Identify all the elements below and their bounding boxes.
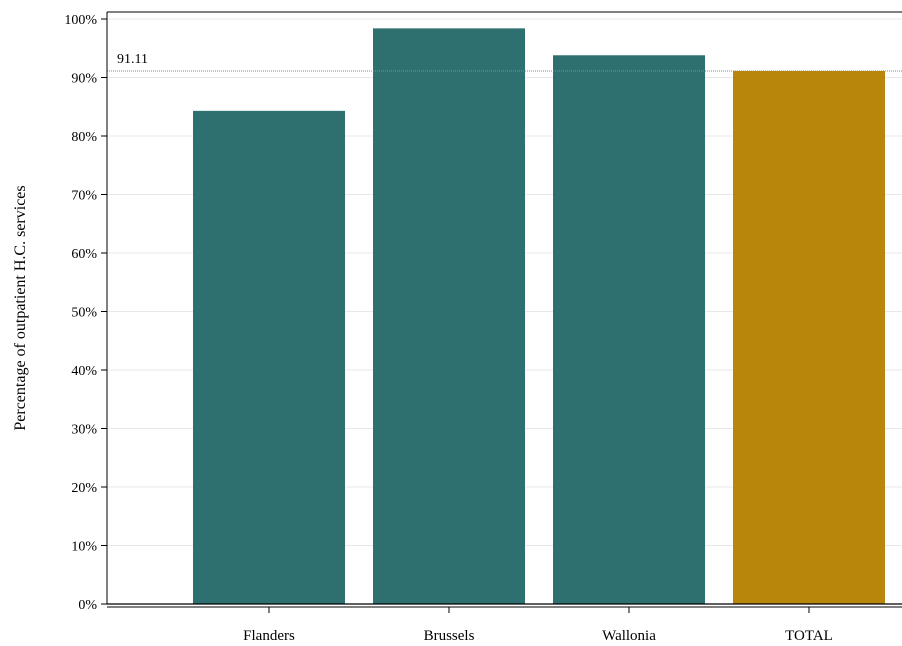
y-tick-label: 70% bbox=[71, 189, 97, 204]
y-axis-title: Percentage of outpatient H.C. services bbox=[12, 185, 29, 430]
bar-flanders bbox=[193, 110, 345, 604]
y-tick-label: 40% bbox=[71, 364, 97, 379]
y-tick-label: 30% bbox=[71, 423, 97, 438]
x-tick-label: Wallonia bbox=[602, 628, 656, 644]
y-tick-label: 0% bbox=[78, 598, 97, 613]
x-tick-label: Brussels bbox=[424, 628, 475, 644]
bar-total bbox=[733, 71, 885, 605]
y-tick-label: 20% bbox=[71, 481, 97, 496]
y-tick-label: 50% bbox=[71, 306, 97, 321]
bar-wallonia bbox=[553, 55, 705, 604]
y-tick-label: 90% bbox=[71, 72, 97, 87]
bars bbox=[193, 28, 885, 605]
x-tick-label: Flanders bbox=[243, 628, 295, 644]
reference-line-group: 91.11 bbox=[107, 52, 902, 72]
x-tick-label: TOTAL bbox=[785, 628, 833, 644]
axes bbox=[101, 11, 902, 613]
y-tick-label: 60% bbox=[71, 247, 97, 262]
bar-brussels bbox=[373, 28, 525, 605]
y-tick-label: 80% bbox=[71, 130, 97, 145]
y-tick-label: 100% bbox=[64, 13, 97, 28]
x-category-labels: Flanders Brussels Wallonia TOTAL bbox=[243, 628, 833, 644]
y-tick-labels: 0% 10% 20% 30% 40% 50% 60% 70% 80% 90% 100% bbox=[64, 13, 97, 613]
reference-line-label: 91.11 bbox=[117, 52, 148, 67]
y-tick-label: 10% bbox=[71, 540, 97, 555]
